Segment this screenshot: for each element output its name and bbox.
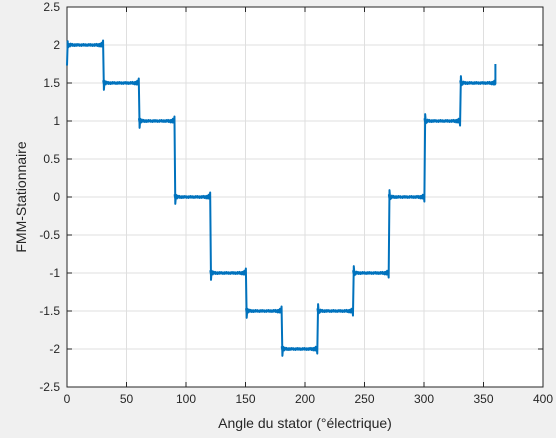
y-tick-label: -2	[49, 342, 60, 356]
x-tick-label: 200	[295, 392, 315, 406]
x-tick-label: 100	[176, 392, 196, 406]
y-axis-label: FMM-Stationnaire	[13, 141, 29, 252]
x-tick-label: 300	[414, 392, 434, 406]
y-tick-label: 2.5	[43, 0, 60, 14]
y-tick-label: -2.5	[39, 380, 60, 394]
y-tick-label: -1.5	[39, 304, 60, 318]
x-axis-label: Angle du stator (°électrique)	[218, 415, 392, 431]
x-tick-label: 250	[354, 392, 374, 406]
series-line	[66, 39, 497, 357]
y-tick-label: 2	[53, 38, 60, 52]
x-tick-label: 0	[64, 392, 71, 406]
x-tick-label: 400	[533, 392, 553, 406]
y-tick-label: 0	[53, 190, 60, 204]
x-tick-label: 50	[120, 392, 134, 406]
x-tick-label: 150	[235, 392, 255, 406]
y-tick-label: -1	[49, 266, 60, 280]
y-tick-label: 0.5	[43, 152, 60, 166]
y-tick-label: -0.5	[39, 228, 60, 242]
y-tick-label: 1	[53, 114, 60, 128]
tick-labels: 0 50 100 150 200 250 300 350 400 -2.5 -2 -1.5 -1 -0.5…	[39, 0, 553, 406]
x-tick-label: 350	[473, 392, 493, 406]
y-tick-label: 1.5	[43, 76, 60, 90]
axis-ticks	[66, 6, 544, 388]
